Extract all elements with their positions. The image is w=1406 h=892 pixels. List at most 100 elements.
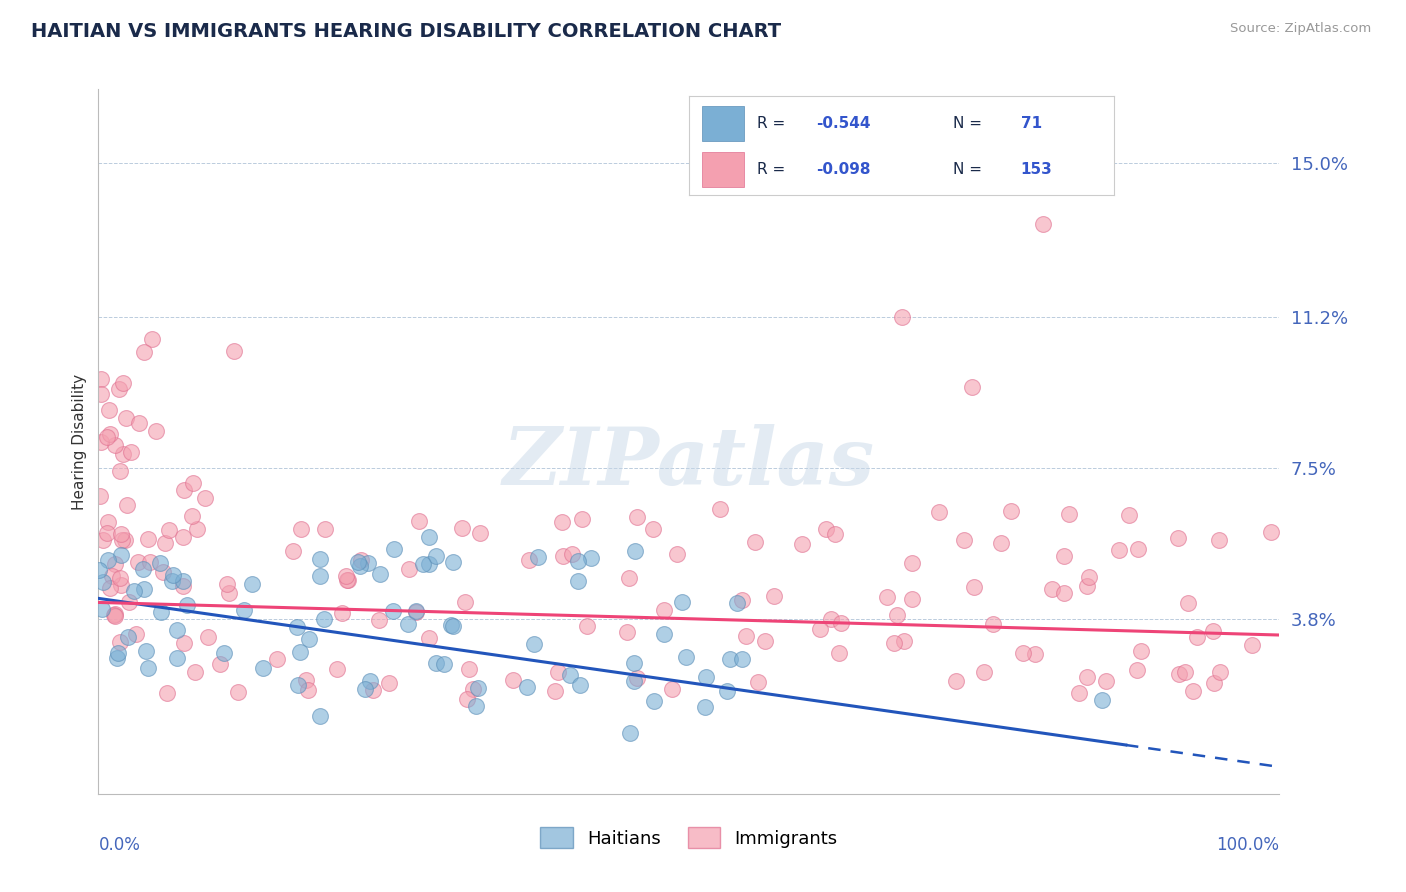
Point [96,430,118,444]
Point [619,726,641,740]
Point [110,578,132,592]
Point [290,522,312,536]
Point [1167,531,1189,545]
Point [172,574,194,589]
Point [103,557,125,571]
Point [218,585,240,599]
Text: Source: ZipAtlas.com: Source: ZipAtlas.com [1230,22,1371,36]
Point [1012,646,1035,660]
Point [166,651,188,665]
Point [398,562,420,576]
Point [368,566,391,581]
Point [465,698,488,713]
Point [661,681,683,696]
Point [551,515,574,529]
Point [901,556,924,570]
Point [1126,542,1149,557]
Point [828,646,851,660]
Point [440,618,463,632]
Point [1078,570,1101,584]
Point [457,692,479,706]
Point [172,530,194,544]
Point [527,550,550,565]
Point [693,700,716,714]
Point [876,590,898,604]
Y-axis label: Hearing Disability: Hearing Disability [72,374,87,509]
Point [1202,624,1225,638]
Point [396,616,419,631]
Point [1076,671,1098,685]
Point [186,522,208,536]
Point [463,682,485,697]
Legend: Haitians, Immigrants: Haitians, Immigrants [533,820,845,855]
Point [117,630,139,644]
Point [1053,586,1076,600]
Point [1204,675,1226,690]
Point [1076,579,1098,593]
Point [335,569,357,583]
Point [114,533,136,548]
Point [382,604,405,618]
Point [111,376,134,390]
Point [132,345,155,359]
Point [1185,630,1208,644]
Point [405,605,427,619]
Point [166,623,188,637]
Point [100,569,122,583]
Point [98,403,121,417]
Point [112,447,135,461]
Point [104,607,127,621]
Point [963,580,986,594]
Point [176,598,198,612]
Point [91,574,114,589]
Point [350,553,373,567]
Point [824,526,846,541]
Point [432,657,454,672]
Point [1209,665,1232,679]
Point [330,606,353,620]
Point [883,636,905,650]
Point [297,683,319,698]
Point [547,665,569,679]
Point [830,615,852,630]
Point [626,510,648,524]
Point [623,657,645,671]
Point [731,593,754,607]
Point [454,595,477,609]
Point [568,678,591,692]
Point [89,489,111,503]
Point [173,483,195,498]
Point [357,556,380,570]
Point [571,511,593,525]
Point [184,665,207,680]
Point [425,656,447,670]
Point [890,310,912,325]
Point [808,622,831,636]
Point [145,424,167,438]
Point [945,674,967,689]
Point [208,657,231,672]
Point [215,576,238,591]
Point [468,526,491,541]
Point [97,553,120,567]
Point [312,612,335,626]
Point [349,559,371,574]
Point [643,693,665,707]
Point [467,681,489,696]
Point [616,624,638,639]
Point [155,536,177,550]
Point [104,438,127,452]
Point [709,502,731,516]
Point [457,662,479,676]
Point [561,547,583,561]
Point [108,382,131,396]
Point [382,542,405,557]
Point [567,554,589,568]
Point [735,629,758,643]
Point [298,632,321,647]
Point [173,636,195,650]
Point [814,523,837,537]
Point [252,661,274,675]
Point [308,552,330,566]
Point [962,379,984,393]
